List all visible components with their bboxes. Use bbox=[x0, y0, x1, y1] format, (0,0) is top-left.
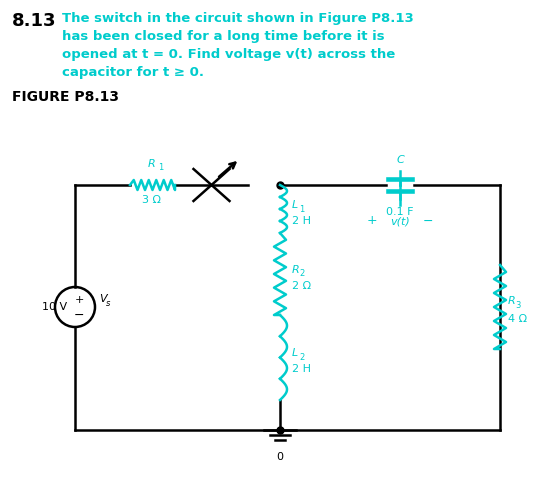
Text: FIGURE P8.13: FIGURE P8.13 bbox=[12, 90, 119, 104]
Text: L: L bbox=[292, 200, 298, 210]
Text: 10 V: 10 V bbox=[42, 302, 67, 312]
Text: The switch in the circuit shown in Figure P8.13: The switch in the circuit shown in Figur… bbox=[62, 12, 414, 25]
Text: 1: 1 bbox=[158, 163, 163, 172]
Text: R: R bbox=[508, 296, 516, 306]
Text: 8.13: 8.13 bbox=[12, 12, 56, 30]
Text: −: − bbox=[74, 309, 84, 322]
Text: +: + bbox=[74, 295, 84, 305]
Text: 1: 1 bbox=[299, 204, 304, 213]
Text: +: + bbox=[367, 214, 377, 227]
Text: 2: 2 bbox=[299, 270, 304, 279]
Text: C: C bbox=[396, 155, 404, 165]
Text: 0.1 F: 0.1 F bbox=[386, 207, 414, 217]
Text: 2 Ω: 2 Ω bbox=[292, 281, 311, 291]
Text: s: s bbox=[106, 298, 110, 308]
Text: R: R bbox=[292, 265, 300, 275]
Text: 2 H: 2 H bbox=[292, 364, 311, 374]
Text: 3 Ω: 3 Ω bbox=[143, 195, 162, 205]
Text: −: − bbox=[423, 214, 433, 227]
Text: V: V bbox=[99, 294, 106, 304]
Text: 2 H: 2 H bbox=[292, 216, 311, 226]
Text: v(t): v(t) bbox=[390, 216, 410, 226]
Text: 2: 2 bbox=[299, 353, 304, 361]
Text: opened at t = 0. Find voltage v(t) across the: opened at t = 0. Find voltage v(t) acros… bbox=[62, 48, 395, 61]
Text: L: L bbox=[292, 348, 298, 358]
Text: 3: 3 bbox=[515, 300, 520, 310]
Text: has been closed for a long time before it is: has been closed for a long time before i… bbox=[62, 30, 384, 43]
Text: R: R bbox=[148, 159, 156, 169]
Text: 4 Ω: 4 Ω bbox=[508, 314, 527, 324]
Text: capacitor for t ≥ 0.: capacitor for t ≥ 0. bbox=[62, 66, 204, 79]
Text: 0: 0 bbox=[276, 452, 283, 462]
